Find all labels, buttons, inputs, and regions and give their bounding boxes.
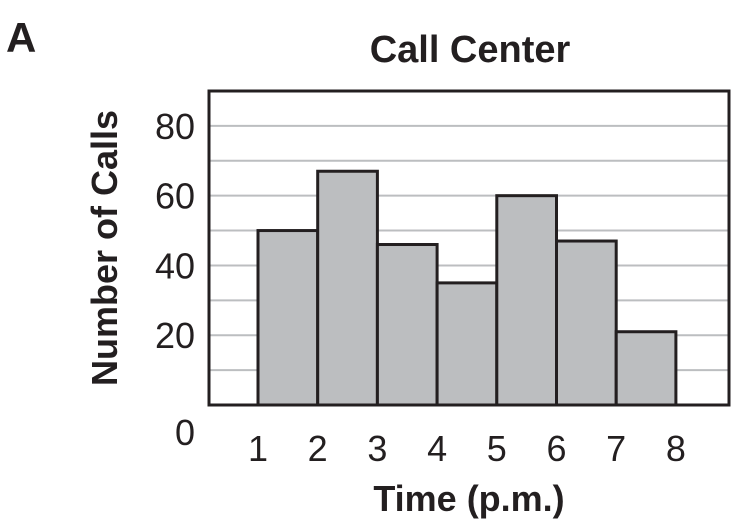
bar-1 xyxy=(256,229,320,407)
bar-7 xyxy=(614,330,678,407)
y-axis-title: Number of Calls xyxy=(84,110,125,386)
bar-5 xyxy=(495,194,558,407)
x-axis-title: Time (p.m.) xyxy=(373,478,564,519)
y-tick-label: 60 xyxy=(155,176,195,217)
bar-2 xyxy=(316,169,379,407)
y-tick-label: 80 xyxy=(155,106,195,147)
y-tick-label: 0 xyxy=(175,412,195,453)
x-tick-label: 5 xyxy=(487,428,507,469)
panel-label: A xyxy=(6,14,36,61)
x-tick-label: 4 xyxy=(427,428,447,469)
x-tick-label: 2 xyxy=(308,428,328,469)
bars xyxy=(256,169,678,407)
chart-title: Call Center xyxy=(370,29,571,71)
plot-frame xyxy=(207,89,731,407)
x-tick-label: 7 xyxy=(606,428,626,469)
x-tick-label: 6 xyxy=(546,428,566,469)
x-tick-label: 1 xyxy=(248,428,268,469)
y-tick-label: 20 xyxy=(155,315,195,356)
bar-6 xyxy=(555,239,618,407)
bar-4 xyxy=(435,281,499,407)
x-tick-label: 3 xyxy=(367,428,387,469)
bar-3 xyxy=(375,243,439,407)
y-axis-ticks: 0 20 40 60 80 xyxy=(155,106,195,453)
x-tick-label: 8 xyxy=(666,428,686,469)
y-tick-label: 40 xyxy=(155,245,195,286)
